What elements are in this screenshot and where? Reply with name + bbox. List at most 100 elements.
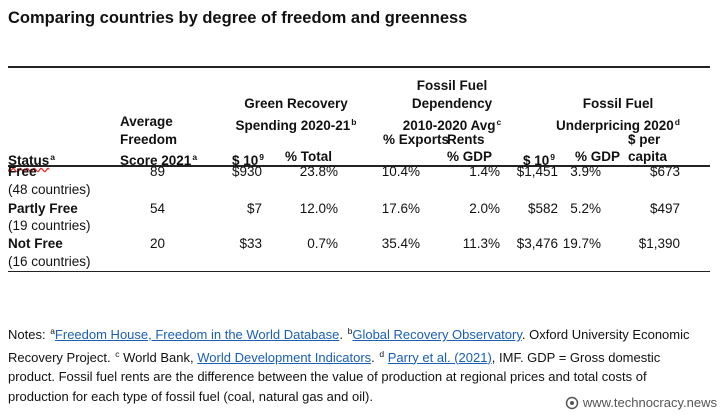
- freedom-header-text: Score 2021: [120, 153, 192, 168]
- table-cell: $582: [527, 201, 558, 216]
- sub-header: % GDP: [447, 148, 492, 166]
- row-count: (16 countries): [8, 254, 91, 269]
- table-cell: 89: [149, 164, 165, 179]
- freedom-header-text: Freedom: [120, 132, 178, 147]
- dependency-header: Dependency: [412, 95, 492, 113]
- sub-header: % GDP: [575, 148, 620, 166]
- dependency-header: Fossil Fuel: [417, 77, 488, 95]
- green-header-text: Green Recovery: [244, 96, 348, 111]
- green-header-sup: b: [351, 117, 357, 127]
- table-cell: $1,390: [638, 236, 680, 251]
- table-cell: 11.3%: [462, 236, 500, 251]
- table-cell: 20: [149, 236, 165, 251]
- bottom-rule: [8, 271, 710, 272]
- table-cell: $497: [649, 201, 680, 216]
- table-cell: 54: [149, 201, 165, 216]
- title: Comparing countries by degree of freedom…: [8, 9, 468, 27]
- watermark: www.technocracy.news: [565, 395, 717, 410]
- table-cell: 1.4%: [469, 164, 500, 179]
- green-header-text: Spending 2020-21: [235, 118, 351, 133]
- table-cell: $33: [239, 236, 262, 251]
- sub-header-text: $ per: [628, 132, 661, 147]
- row-count: (48 countries): [8, 182, 91, 197]
- table-cell: $673: [649, 164, 680, 179]
- table-cell: 0.7%: [307, 236, 338, 251]
- table-cell: $3,476: [516, 236, 558, 251]
- green-header: Spending 2020-21b: [236, 113, 357, 135]
- note-sup: d: [379, 348, 385, 359]
- top-rule: [8, 66, 710, 68]
- freedom-header: Average: [120, 113, 173, 131]
- row-status: Free: [8, 164, 37, 179]
- note-text: .: [371, 349, 379, 365]
- sub-header-text: % GDP: [447, 149, 493, 164]
- table-cell: $1,451: [516, 164, 558, 179]
- note-text: , IMF. GDP = Gross domestic product. Fos…: [8, 349, 661, 404]
- table-cell: 17.6%: [381, 201, 420, 216]
- sub-header: $ per: [628, 131, 660, 149]
- table-cell: 35.4%: [381, 236, 420, 251]
- table-cell: 19.7%: [562, 236, 601, 251]
- sub-header-text: capita: [628, 149, 668, 164]
- sub-header-text: % Total: [285, 149, 332, 164]
- dependency-header: 2010-2020 Avgc: [403, 113, 502, 135]
- freedom-header-sup: a: [192, 152, 198, 162]
- sub-header-sup: 9: [550, 152, 556, 162]
- dependency-header-sup: c: [496, 117, 502, 127]
- note-text: . Oxford University Economic Recovery Pr…: [8, 327, 690, 365]
- table-cell: 10.4%: [381, 164, 420, 179]
- table-cell: $7: [246, 201, 262, 216]
- underpricing-header: Fossil Fuel: [583, 95, 654, 113]
- dependency-header-text: Dependency: [411, 96, 493, 111]
- table-cell: 23.8%: [299, 164, 338, 179]
- freedom-header-text: Average: [120, 114, 173, 129]
- sub-header: $ 109: [523, 148, 555, 170]
- dependency-header-text: Fossil Fuel: [416, 78, 488, 93]
- row-status: Partly Free: [8, 201, 78, 216]
- note-text: World Bank,: [119, 349, 198, 365]
- green-header: Green Recovery: [244, 95, 348, 113]
- sub-header: $ 109: [232, 148, 264, 170]
- watermark-icon: [565, 396, 579, 409]
- note-sup: c: [115, 348, 120, 359]
- table-cell: 3.9%: [570, 164, 601, 179]
- row-count: (19 countries): [8, 218, 91, 233]
- sub-header-text: $ 10: [232, 153, 259, 168]
- underpricing-header-text: Fossil Fuel: [582, 96, 654, 111]
- table-cell: 5.2%: [570, 201, 601, 216]
- underpricing-header: Underpricing 2020d: [556, 113, 680, 135]
- note-text: Notes:: [8, 327, 50, 342]
- table-cell: $930: [231, 164, 262, 179]
- sub-header: Rents: [447, 131, 485, 149]
- header-rule: [8, 165, 710, 167]
- note-link[interactable]: Parry et al. (2021): [387, 349, 492, 365]
- watermark-text: www.technocracy.news: [582, 395, 717, 410]
- note-link[interactable]: Global Recovery Observatory: [352, 327, 522, 342]
- sub-header-text: % GDP: [575, 149, 621, 164]
- table-cell: 2.0%: [469, 201, 500, 216]
- underpricing-header-text: Underpricing 2020: [556, 118, 674, 133]
- status-header-sup: a: [50, 152, 55, 162]
- note-sup: b: [347, 326, 353, 336]
- sub-header-text: % Exports: [383, 132, 450, 147]
- note-link[interactable]: Freedom House, Freedom in the World Data…: [54, 327, 340, 342]
- freedom-header: Freedom: [120, 131, 177, 149]
- dependency-header-text: 2010-2020 Avg: [402, 118, 496, 133]
- status-header-text: Status: [8, 153, 50, 168]
- note-text: .: [339, 327, 347, 342]
- sub-header: capita: [628, 148, 667, 166]
- sub-header-text: Rents: [447, 132, 485, 147]
- sub-header-text: $ 10: [523, 153, 550, 168]
- note-link[interactable]: World Development Indicators: [197, 349, 372, 365]
- freedom-header: Score 2021a: [120, 148, 197, 170]
- sub-header: % Exports: [383, 131, 449, 149]
- row-status: Not Free: [8, 236, 63, 251]
- table-cell: 12.0%: [299, 201, 338, 216]
- sub-header: % Total: [285, 148, 332, 166]
- notes: Notes: aFreedom House, Freedom in the Wo…: [8, 322, 708, 406]
- note-sup: a: [50, 326, 55, 336]
- underpricing-header-sup: d: [674, 117, 680, 127]
- sub-header-sup: 9: [259, 152, 265, 162]
- status-header: Statusa: [8, 148, 55, 170]
